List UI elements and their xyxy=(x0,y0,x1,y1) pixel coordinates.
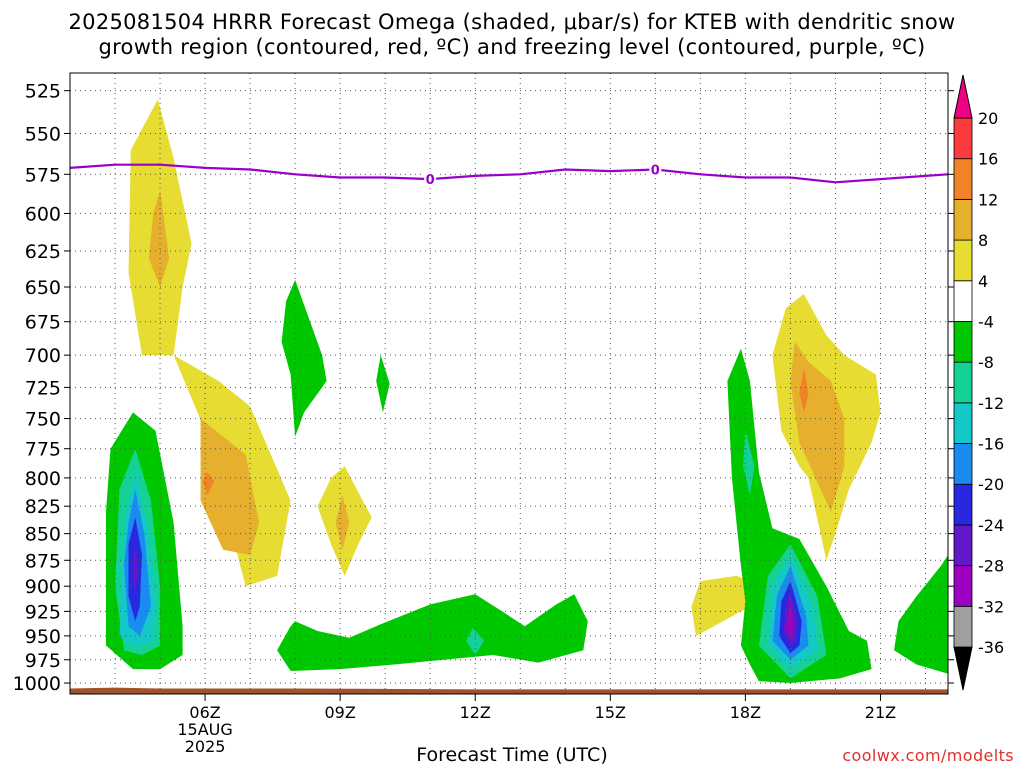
y-tick-label-625: 625 xyxy=(25,241,61,263)
colorbar-bin-0 xyxy=(953,646,973,691)
freezing-level-line xyxy=(69,163,949,184)
omega-area-9 xyxy=(799,368,809,413)
omega-area-0 xyxy=(128,99,291,587)
y-tick-label-600: 600 xyxy=(25,203,61,225)
y-tick-label-575: 575 xyxy=(25,164,61,186)
colorbar-label-12: -32 xyxy=(978,597,1004,616)
y-tick-label-775: 775 xyxy=(25,439,61,461)
y-tick-label-1000: 1000 xyxy=(13,673,61,695)
y-tick-label-650: 650 xyxy=(25,277,61,299)
y-tick-label-875: 875 xyxy=(25,550,61,572)
colorbar-label-9: -20 xyxy=(978,475,1004,494)
x-tick-label-18Z: 18Z xyxy=(730,703,761,722)
x-tick-label-21Z: 21Z xyxy=(865,703,896,722)
colorbar-label-7: -12 xyxy=(978,394,1004,413)
omega-area-17 xyxy=(376,355,390,413)
colorbar-label-8: -16 xyxy=(978,435,1004,454)
omega-area-1 xyxy=(148,190,170,287)
colorbar-bin-3 xyxy=(953,524,973,567)
colorbar-bin-1 xyxy=(953,605,973,648)
omega-area-20 xyxy=(727,348,872,683)
y-tick-label-700: 700 xyxy=(25,345,61,367)
y-tick-label-975: 975 xyxy=(25,650,61,672)
colorbar-bin-12 xyxy=(953,158,973,200)
colorbar-label-5: -4 xyxy=(978,312,994,331)
colorbar-label-3: 8 xyxy=(978,231,988,250)
freezing-level-label-0: 0 xyxy=(426,173,435,188)
y-tick-label-825: 825 xyxy=(25,496,61,518)
colorbar-bin-13 xyxy=(953,117,973,160)
freezing-level-label-bg-1 xyxy=(649,161,662,178)
colorbar-label-0: 20 xyxy=(978,109,998,128)
axes: 525 550 575 600 625 650 675 700 725 750 775 800 825 8… xyxy=(13,72,954,756)
colorbar-label-1: 16 xyxy=(978,150,998,169)
y-tick-label-925: 925 xyxy=(25,601,61,623)
colorbar-label-11: -28 xyxy=(978,557,1004,576)
freezing-level-label-1: 0 xyxy=(651,164,660,179)
y-tick-label-725: 725 xyxy=(25,377,61,399)
chart-title-line-2: growth region (contoured, red, ºC) and f… xyxy=(98,35,926,59)
x-tick-label-15Z: 15Z xyxy=(595,703,626,722)
omega-area-28 xyxy=(894,555,948,674)
colorbar-label-2: 12 xyxy=(978,190,998,209)
colorbar-bin-14 xyxy=(953,74,973,119)
omega-area-15 xyxy=(132,544,139,592)
x-tick-sublabel-date: 15AUG xyxy=(177,720,232,739)
x-tick-label-12Z: 12Z xyxy=(460,703,491,722)
colorbar-label-10: -24 xyxy=(978,516,1004,535)
y-tick-label-750: 750 xyxy=(25,409,61,431)
x-tick-sublabel-year: 2025 xyxy=(185,737,226,756)
y-tick-label-950: 950 xyxy=(25,626,61,648)
colorbar-bin-4 xyxy=(953,483,973,526)
surface-fill xyxy=(70,687,948,694)
y-tick-label-525: 525 xyxy=(25,81,61,103)
omega-area-21 xyxy=(743,430,755,495)
y-tick-label-550: 550 xyxy=(25,123,61,145)
omega-area-5 xyxy=(335,495,350,550)
colorbar-bin-7 xyxy=(953,361,973,404)
y-tick-label-900: 900 xyxy=(25,576,61,598)
y-tick-label-675: 675 xyxy=(25,312,61,334)
x-tick-label-09Z: 09Z xyxy=(324,703,355,722)
omega-area-18 xyxy=(277,594,588,671)
colorbar-label-4: 4 xyxy=(978,272,988,291)
colorbar: 20 16 12 8 4 -4 -8 -12 -16 -20 -24 -28 -32 -36 xyxy=(953,74,1004,691)
y-tick-label-800: 800 xyxy=(25,468,61,490)
omega-area-19 xyxy=(466,628,485,655)
credit-link[interactable]: coolwx.com/modelts xyxy=(842,746,1014,765)
surface-band xyxy=(70,687,948,694)
colorbar-label-6: -8 xyxy=(978,353,994,372)
x-tick-label-06Z: 06Z xyxy=(189,703,220,722)
colorbar-bin-11 xyxy=(953,198,973,241)
omega-shading xyxy=(106,99,948,683)
colorbar-bin-8 xyxy=(953,321,973,363)
colorbar-bin-9 xyxy=(953,280,973,322)
gridlines xyxy=(70,73,948,694)
chart-title-line-1: 2025081504 HRRR Forecast Omega (shaded, … xyxy=(68,10,956,34)
colorbar-bin-2 xyxy=(953,565,973,607)
x-axis-label: Forecast Time (UTC) xyxy=(416,744,608,766)
omega-area-16 xyxy=(281,279,327,437)
plot-frame xyxy=(69,72,949,695)
freezing-level-label-bg-0 xyxy=(424,171,437,188)
colorbar-bin-10 xyxy=(953,239,973,282)
omega-area-27 xyxy=(785,601,795,641)
y-tick-label-850: 850 xyxy=(25,524,61,546)
colorbar-bin-5 xyxy=(953,443,973,485)
colorbar-label-13: -36 xyxy=(978,638,1004,657)
freezing-level-series: 00 xyxy=(69,161,949,188)
colorbar-bin-6 xyxy=(953,402,973,444)
omega-area-2 xyxy=(200,418,260,555)
omega-area-6 xyxy=(691,575,750,636)
